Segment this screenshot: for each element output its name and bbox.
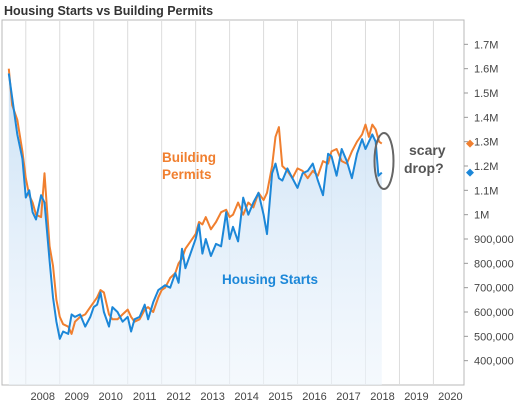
housing-starts-value-marker [466, 168, 474, 177]
x-tick-label: 2019 [404, 391, 428, 403]
scary-drop-ellipse [373, 132, 395, 190]
y-tick-label: 1.7M [474, 39, 498, 51]
x-tick-label: 2015 [268, 391, 292, 403]
x-tick-label: 2017 [336, 391, 360, 403]
x-tick-label: 2016 [302, 391, 326, 403]
y-tick-label: 1.3M [474, 137, 498, 149]
x-tick-label: 2008 [31, 391, 55, 403]
y-tick-label: 1.1M [474, 185, 498, 197]
y-tick-label: 1.5M [474, 88, 498, 100]
y-tick-label: 600,000 [474, 307, 514, 319]
y-tick-label: 700,000 [474, 283, 514, 295]
y-tick-label: 1.2M [474, 161, 498, 173]
x-tick-label: 2020 [438, 391, 462, 403]
y-tick-label: 1.4M [474, 112, 498, 124]
x-tick-label: 2010 [98, 391, 122, 403]
y-tick-label: 900,000 [474, 234, 514, 246]
x-tick-label: 2012 [166, 391, 190, 403]
building-permits-line [7, 68, 383, 335]
housing-starts-label: Housing Starts [222, 272, 318, 287]
y-tick-label: 500,000 [474, 331, 514, 343]
building-permits-label: Building Permits [162, 150, 216, 182]
x-tick-label: 2014 [234, 391, 258, 403]
building-permits-value-marker [466, 139, 474, 148]
housing-starts-line [7, 73, 383, 340]
x-tick-label: 2013 [200, 391, 224, 403]
x-tick-label: 2011 [133, 391, 157, 403]
y-tick-label: 400,000 [474, 356, 514, 368]
building-permits-label-line: Permits [162, 167, 212, 182]
y-tick-label: 1.6M [474, 64, 498, 76]
y-tick-label: 800,000 [474, 258, 514, 270]
axis-labels: 2008 2009 2010 2011 2012 2013 2014 2015 2016 2017… [31, 39, 514, 403]
building-permits-label-line: Building [162, 150, 216, 165]
series-lines [7, 68, 383, 340]
scary-drop-label: scary drop? [404, 142, 446, 176]
scary-drop-label-line: drop? [404, 160, 444, 176]
y-tick-label: 1M [474, 210, 489, 222]
chart-title: Housing Starts vs Building Permits [4, 4, 213, 18]
annotations: Building Permits Housing Starts scary drop? [162, 132, 446, 287]
x-tick-label: 2018 [370, 391, 394, 403]
x-tick-label: 2009 [64, 391, 88, 403]
scary-drop-label-line: scary [409, 142, 446, 158]
